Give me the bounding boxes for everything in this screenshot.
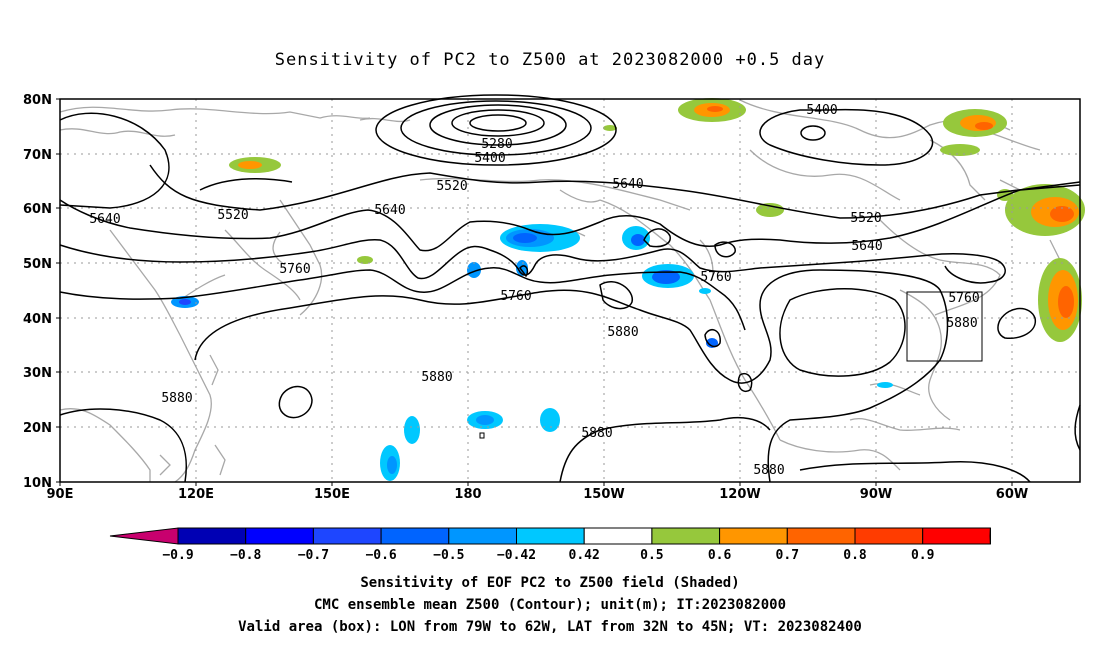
latitude-labels: 80N 70N 60N 50N 40N 30N 20N 10N	[23, 93, 52, 491]
caption-line: Valid area (box): LON from 79W to 62W, L…	[238, 619, 862, 635]
lat-label: 40N	[23, 312, 52, 327]
colorbar-tick-label: −0.9	[162, 548, 193, 563]
contour-label-5760: 5760	[700, 270, 731, 285]
colorbar-tick-label: 0.5	[640, 548, 663, 563]
map-frame	[59, 98, 1081, 483]
chart-title: Sensitivity of PC2 to Z500 at 2023082000…	[274, 50, 826, 70]
contour-labels: 5280 5400 5400 5520 5520 5520 5640 5640 …	[89, 103, 979, 478]
colorbar-tick-label: −0.6	[365, 548, 396, 563]
contour-label-5880: 5880	[421, 370, 452, 385]
lat-label: 50N	[23, 257, 52, 272]
lat-label: 80N	[23, 93, 52, 108]
lon-label: 180	[454, 487, 481, 502]
colorbar-tick-label: −0.8	[230, 548, 261, 563]
grid-lines	[60, 99, 1080, 482]
colorbar-box	[786, 527, 856, 545]
lon-label: 90W	[860, 487, 892, 502]
lon-label: 120W	[719, 487, 760, 502]
colorbar-box	[922, 527, 991, 545]
lat-label: 60N	[23, 202, 52, 217]
caption-line: Sensitivity of EOF PC2 to Z500 field (Sh…	[360, 575, 740, 591]
colorbar-tick-label: 0.7	[776, 548, 799, 563]
colorbar-box	[583, 527, 653, 545]
colorbar-box	[448, 527, 517, 545]
contour-label-5520: 5520	[217, 208, 248, 223]
lon-label: 150E	[314, 487, 350, 502]
longitude-labels: 90E 120E 150E 180 150W 120W 90W 60W	[47, 487, 1029, 502]
contour-label-5520: 5520	[436, 179, 467, 194]
colorbar-tick-label: −0.5	[433, 548, 464, 563]
contour-label-5760: 5760	[279, 262, 310, 277]
contour-label-5880: 5880	[753, 463, 784, 478]
sensitivity-shading	[171, 98, 1085, 481]
lon-label: 120E	[178, 487, 214, 502]
colorbar: −0.9 −0.8 −0.7 −0.6 −0.5 −0.42 0.42 0.5 0.6 0.7 0.…	[109, 527, 991, 563]
contour-label-5640: 5640	[89, 212, 120, 227]
colorbar-tick-label: 0.42	[569, 548, 600, 563]
lat-label: 10N	[23, 476, 52, 491]
contour-label-5880: 5880	[161, 391, 192, 406]
contour-label-5880: 5880	[946, 316, 977, 331]
colorbar-tick-label: −0.42	[497, 548, 536, 563]
contour-label-5760: 5760	[500, 289, 531, 304]
colorbar-min-arrow	[109, 527, 179, 545]
colorbar-box	[312, 527, 382, 545]
colorbar-tick-label: 0.9	[911, 548, 934, 563]
contour-label-5400: 5400	[474, 151, 505, 166]
lon-label: 60W	[996, 487, 1028, 502]
colorbar-box	[854, 527, 924, 545]
caption-line: CMC ensemble mean Z500 (Contour); unit(m…	[313, 597, 786, 613]
contour-label-5400: 5400	[806, 103, 837, 118]
lat-label: 70N	[23, 148, 52, 163]
colorbar-tick-label: −0.7	[298, 548, 329, 563]
contour-label-5280: 5280	[481, 137, 512, 152]
colorbar-box	[380, 527, 450, 545]
caption: Sensitivity of EOF PC2 to Z500 field (Sh…	[0, 572, 1100, 638]
colorbar-box	[651, 527, 721, 545]
contour-label-5880: 5880	[581, 426, 612, 441]
colorbar-box	[177, 527, 247, 545]
contour-label-5520: 5520	[850, 211, 881, 226]
lon-label: 90E	[47, 487, 74, 502]
colorbar-tick-label: 0.6	[708, 548, 732, 563]
contour-label-5640: 5640	[851, 239, 882, 254]
lat-label: 30N	[23, 366, 52, 381]
lat-label: 20N	[23, 421, 52, 436]
axis-ticks	[56, 98, 1013, 486]
colorbar-box	[245, 527, 314, 545]
lon-label: 150W	[583, 487, 624, 502]
colorbar-box	[719, 527, 788, 545]
colorbar-box	[516, 527, 585, 545]
z500-contours	[59, 94, 1081, 483]
coastlines	[59, 99, 1081, 483]
contour-label-5880: 5880	[607, 325, 638, 340]
colorbar-tick-label: 0.8	[843, 548, 867, 563]
contour-label-5760: 5760	[948, 291, 979, 306]
contour-label-5640: 5640	[374, 203, 405, 218]
contour-label-5640: 5640	[612, 177, 643, 192]
